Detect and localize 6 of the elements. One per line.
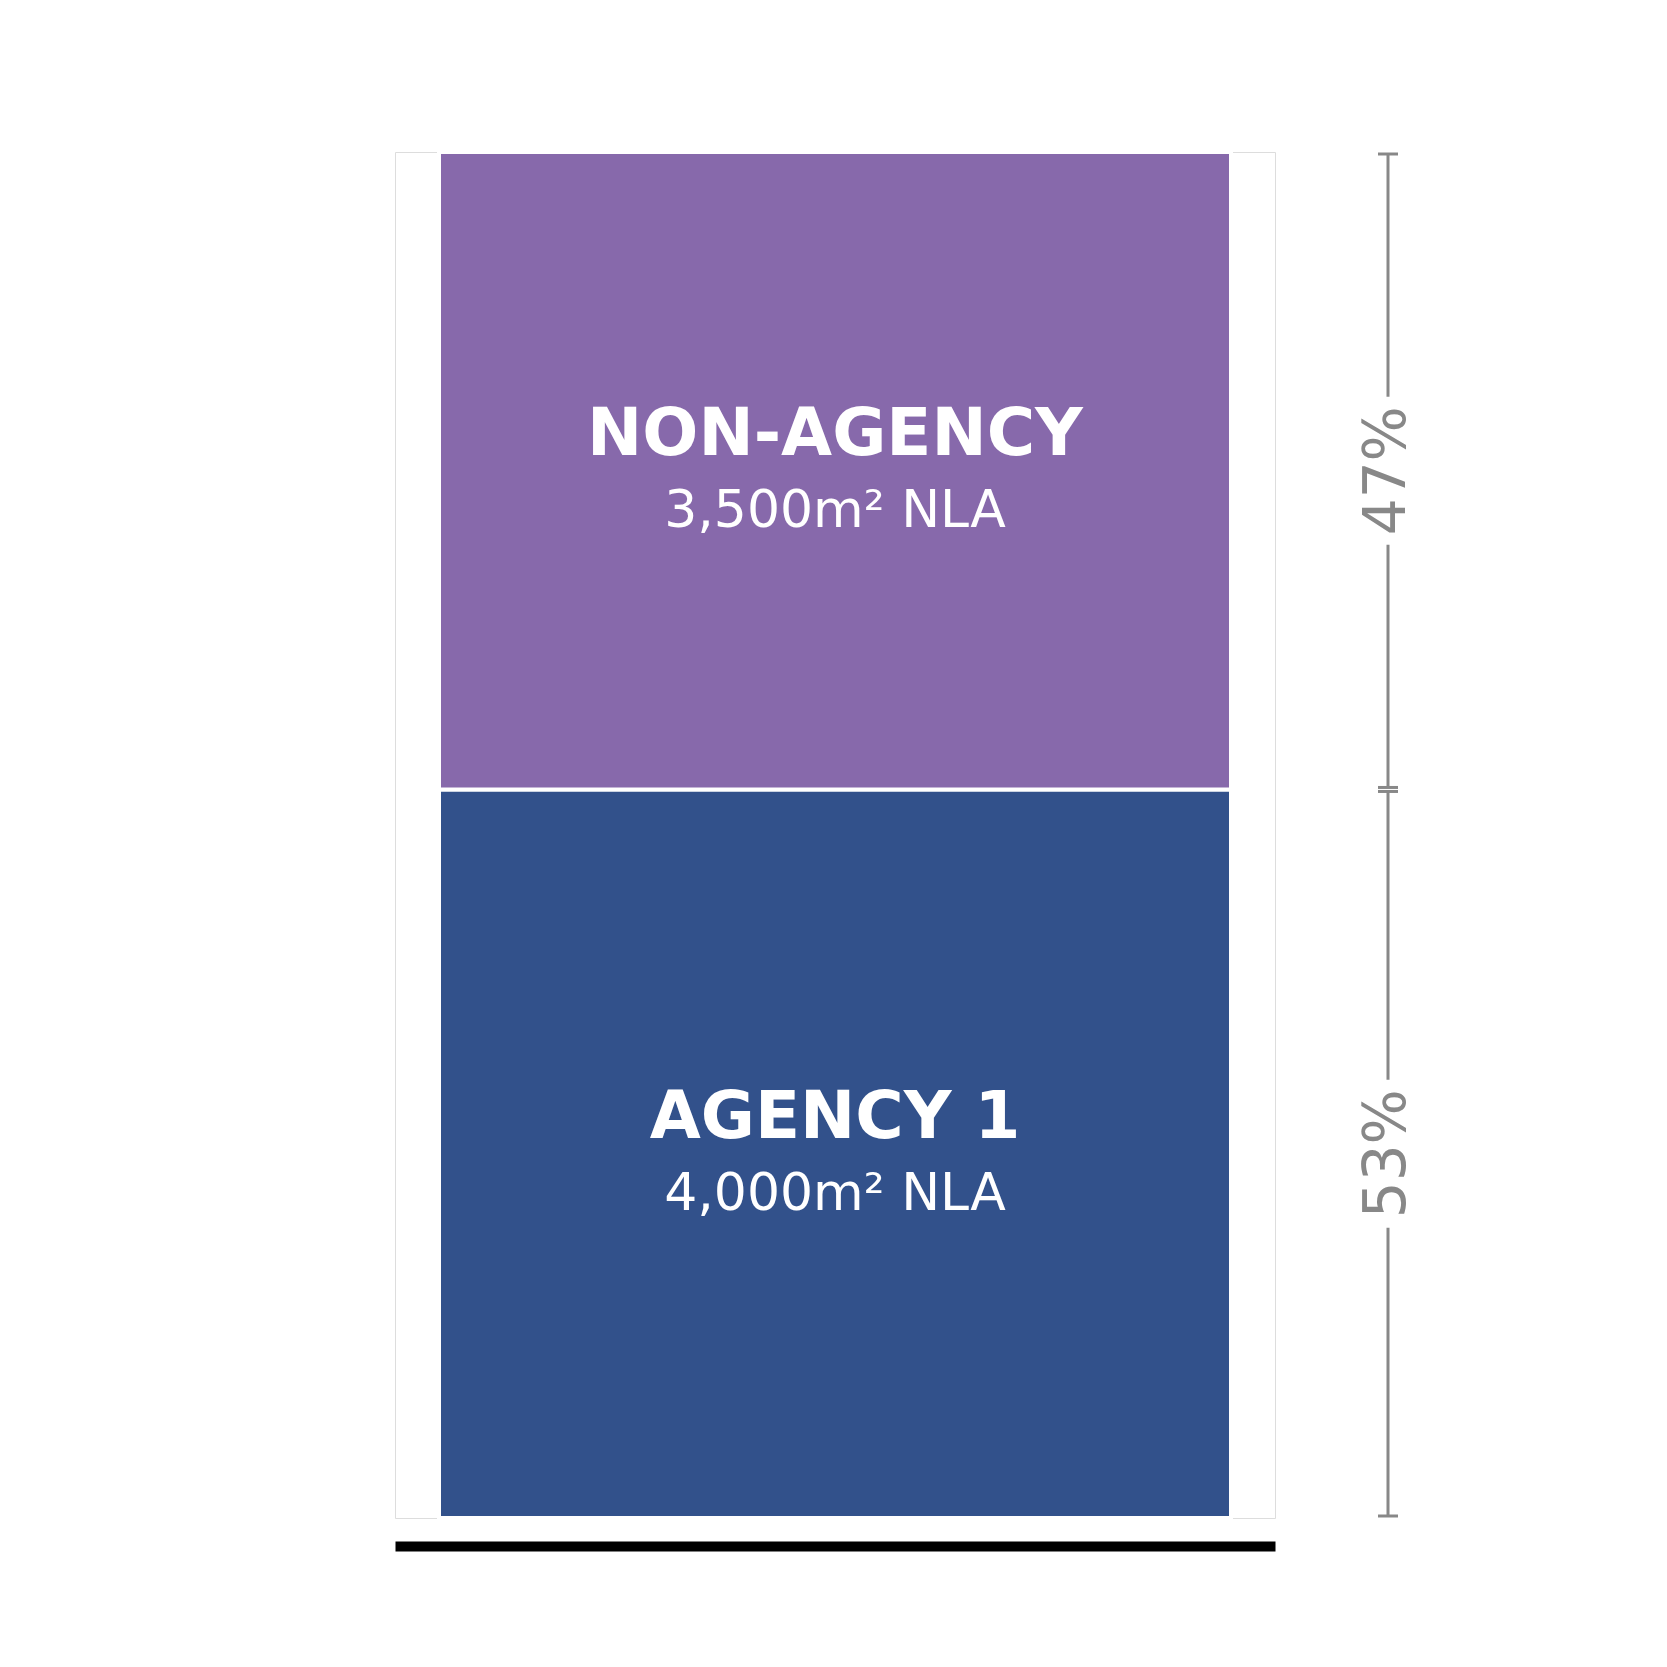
data-label: 3,500m² NLA [664,478,1007,539]
data-label: 4,000m² NLA [664,1161,1007,1222]
series-label: AGENCY 1 [649,1076,1021,1154]
text: 53% [1351,1089,1419,1219]
text: 47% [1351,406,1419,536]
series-label: NON-AGENCY [587,393,1085,471]
